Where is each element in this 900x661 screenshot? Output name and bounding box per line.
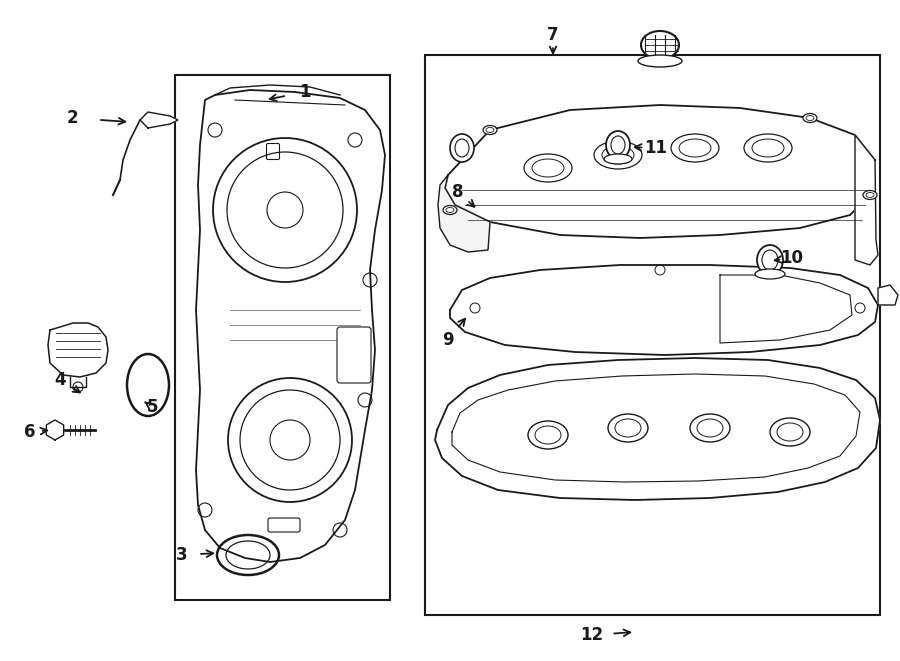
Polygon shape — [438, 175, 490, 252]
Polygon shape — [855, 135, 878, 265]
Ellipse shape — [638, 55, 682, 67]
Polygon shape — [140, 112, 178, 128]
Text: 12: 12 — [580, 626, 604, 644]
Polygon shape — [196, 90, 385, 562]
Polygon shape — [450, 265, 878, 355]
Text: 1: 1 — [299, 83, 310, 101]
Polygon shape — [878, 285, 898, 305]
Text: 11: 11 — [644, 139, 668, 157]
Text: 2: 2 — [67, 109, 77, 127]
Text: 3: 3 — [176, 546, 188, 564]
Ellipse shape — [483, 126, 497, 134]
Text: 10: 10 — [780, 249, 804, 267]
Text: 6: 6 — [24, 423, 36, 441]
Polygon shape — [46, 420, 64, 440]
Ellipse shape — [803, 114, 817, 122]
Ellipse shape — [450, 134, 474, 162]
Ellipse shape — [755, 269, 785, 279]
Polygon shape — [445, 105, 875, 238]
Ellipse shape — [443, 206, 457, 215]
Ellipse shape — [604, 154, 632, 164]
Text: 7: 7 — [547, 26, 559, 44]
Ellipse shape — [641, 31, 679, 59]
Ellipse shape — [757, 245, 783, 275]
Text: 5: 5 — [146, 398, 158, 416]
Bar — [175, 75, 390, 600]
Bar — [425, 55, 880, 615]
Polygon shape — [435, 358, 880, 500]
Text: 4: 4 — [54, 371, 66, 389]
Text: 9: 9 — [442, 331, 454, 349]
Ellipse shape — [863, 190, 877, 200]
FancyBboxPatch shape — [337, 327, 371, 383]
Ellipse shape — [606, 131, 630, 159]
Text: 8: 8 — [452, 183, 464, 201]
Polygon shape — [48, 323, 108, 377]
